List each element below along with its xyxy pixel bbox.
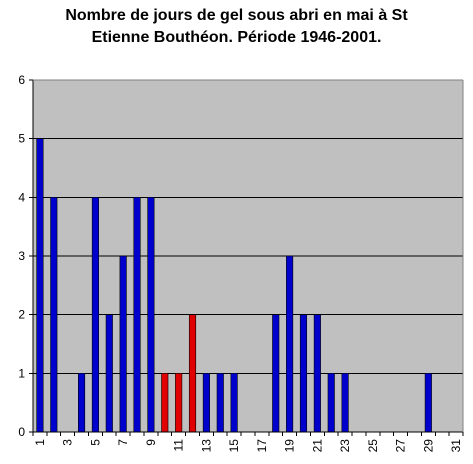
bar-day-2 [50, 197, 58, 433]
chart-title: Nombre de jours de gel sous abri en mai … [0, 5, 473, 49]
bar-day-18 [272, 314, 280, 433]
bar-day-22 [327, 373, 335, 433]
bar-day-5 [91, 197, 99, 433]
x-tick-label-5: 5 [88, 439, 102, 446]
y-tick-label-5: 5 [18, 132, 25, 146]
y-tick-label-4: 4 [18, 190, 25, 204]
x-tick-label-3: 3 [61, 439, 75, 446]
x-tick-label-1: 1 [33, 439, 47, 446]
axes [29, 79, 464, 436]
bar-day-21 [313, 314, 321, 433]
x-tick-label-7: 7 [116, 439, 130, 446]
x-tick-label-21: 21 [310, 439, 324, 453]
x-tick-labels: 1 3 5 7 9 11 13 15 17 19 21 23 25 27 29 31 [33, 439, 463, 453]
bar-day-6 [105, 314, 113, 433]
x-tick-label-17: 17 [255, 439, 269, 453]
x-tick-label-11: 11 [172, 439, 186, 452]
bar-day-11 [175, 373, 183, 433]
y-tick-labels: 0 1 2 3 4 5 6 [18, 73, 25, 439]
bar-day-15 [230, 373, 238, 433]
y-tick-label-0: 0 [18, 425, 25, 439]
x-tick-label-15: 15 [227, 439, 241, 453]
bar-day-8 [133, 197, 141, 433]
bar-day-23 [341, 373, 349, 433]
chart-title-line-2: Etienne Bouthéon. Période 1946-2001. [91, 29, 382, 46]
x-tick-label-25: 25 [366, 439, 380, 453]
x-tick-label-27: 27 [394, 439, 408, 453]
x-tick-label-13: 13 [199, 439, 213, 453]
chart-title-line-1: Nombre de jours de gel sous abri en mai … [65, 7, 408, 24]
x-tick-label-23: 23 [338, 439, 352, 453]
y-tick-label-3: 3 [18, 249, 25, 263]
bar-day-7 [119, 255, 127, 433]
x-tick-label-19: 19 [283, 439, 297, 453]
bar-day-12 [188, 314, 197, 433]
y-tick-label-2: 2 [18, 308, 25, 322]
bar-day-20 [299, 314, 308, 433]
bar-day-13 [202, 373, 210, 433]
bar-day-29 [424, 373, 432, 433]
bar-day-14 [216, 373, 224, 433]
y-tick-label-6: 6 [18, 73, 25, 87]
bar-day-9 [147, 197, 155, 433]
bar-day-4 [78, 373, 86, 433]
x-tick-label-31: 31 [449, 439, 463, 453]
x-tick-label-9: 9 [144, 439, 158, 446]
y-tick-label-1: 1 [18, 366, 25, 380]
bar-day-10 [161, 373, 169, 433]
bar-day-19 [286, 255, 294, 433]
x-tick-label-29: 29 [421, 439, 435, 453]
bar-day-1 [36, 138, 44, 433]
